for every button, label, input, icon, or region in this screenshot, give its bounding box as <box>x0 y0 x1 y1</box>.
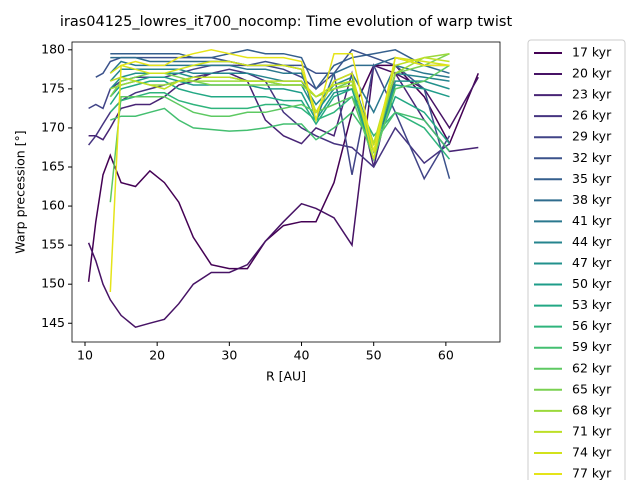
legend-label: 77 kyr <box>572 466 612 480</box>
x-tick-label: 60 <box>438 348 454 363</box>
legend-box <box>527 39 626 480</box>
legend-label: 62 kyr <box>572 360 612 375</box>
legend-label: 71 kyr <box>572 423 612 438</box>
legend-label: 47 kyr <box>572 255 612 270</box>
series-line <box>87 64 479 282</box>
y-tick-label: 170 <box>41 119 65 134</box>
legend-label: 44 kyr <box>572 234 612 249</box>
series-line <box>109 64 450 203</box>
y-tick-label: 145 <box>41 315 65 330</box>
x-axis-title: R [AU] <box>266 369 306 384</box>
series-line <box>109 56 450 160</box>
legend-label: 53 kyr <box>572 297 612 312</box>
y-tick-label: 175 <box>41 80 65 95</box>
legend-label: 68 kyr <box>572 402 612 417</box>
legend-label: 35 kyr <box>572 171 612 186</box>
x-tick-label: 10 <box>77 348 93 363</box>
series-line <box>110 56 450 147</box>
legend-label: 56 kyr <box>572 318 612 333</box>
legend-label: 65 kyr <box>572 381 612 396</box>
x-tick-label: 50 <box>366 348 382 363</box>
legend-label: 41 kyr <box>572 213 612 228</box>
y-tick-label: 150 <box>41 276 65 291</box>
y-tick-label: 180 <box>41 41 65 56</box>
legend-label: 74 kyr <box>572 444 612 459</box>
x-tick-label: 20 <box>149 348 165 363</box>
legend-label: 29 kyr <box>572 129 612 144</box>
legend-label: 38 kyr <box>572 192 612 207</box>
x-tick-label: 40 <box>294 348 310 363</box>
series-line <box>88 68 450 169</box>
legend-label: 23 kyr <box>572 87 612 102</box>
series-line <box>109 80 451 154</box>
y-tick-label: 155 <box>41 237 65 252</box>
x-tick-label: 30 <box>221 348 237 363</box>
y-tick-label: 160 <box>41 198 65 213</box>
plot-frame <box>71 41 501 343</box>
legend-label: 17 kyr <box>572 45 612 60</box>
series-line <box>110 49 450 91</box>
y-tick-label: 165 <box>41 159 65 174</box>
legend-label: 32 kyr <box>572 150 612 165</box>
legend-label: 59 kyr <box>572 339 612 354</box>
series-line <box>109 49 450 293</box>
series-line <box>109 92 451 160</box>
legend-label: 50 kyr <box>572 276 612 291</box>
chart-title: iras04125_lowres_it700_nocomp: Time evol… <box>60 14 513 30</box>
legend-label: 26 kyr <box>572 108 612 123</box>
series-line <box>87 64 479 329</box>
y-axis-title: Warp precession [°] <box>13 130 28 253</box>
legend-label: 20 kyr <box>572 66 612 81</box>
